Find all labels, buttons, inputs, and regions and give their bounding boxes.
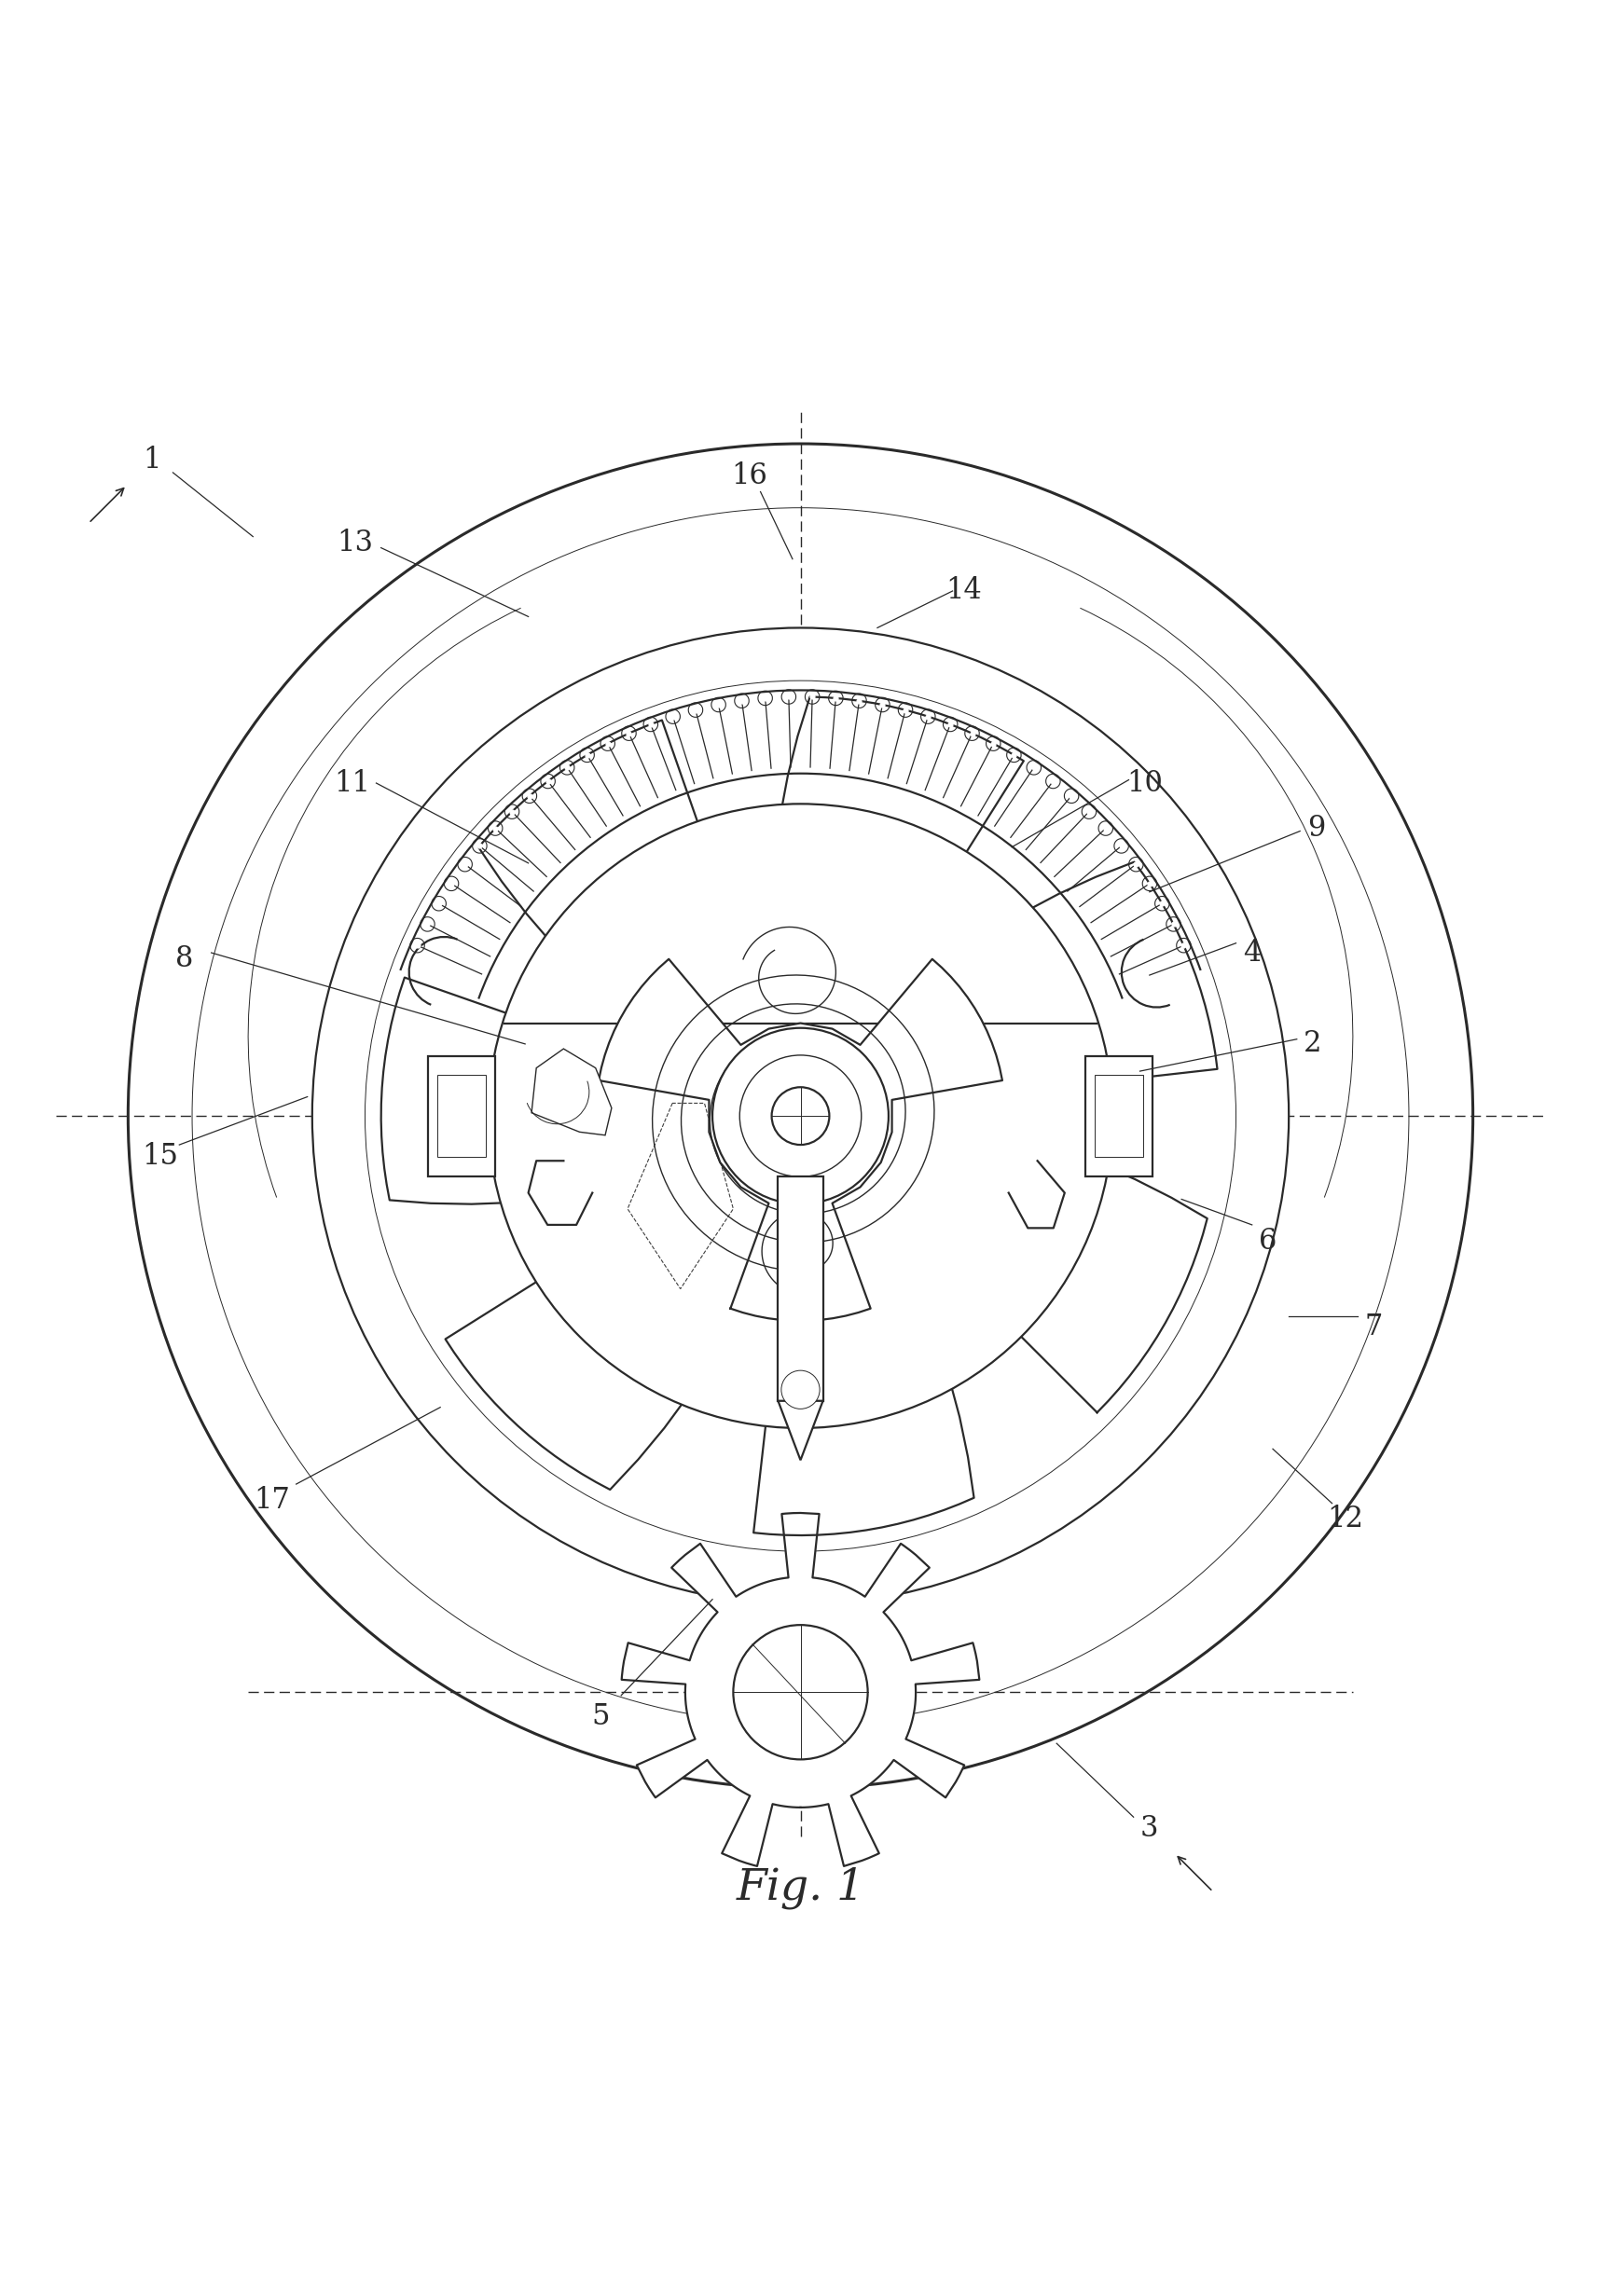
Circle shape xyxy=(128,443,1473,1789)
Circle shape xyxy=(772,1088,829,1146)
Polygon shape xyxy=(381,696,1217,1536)
Text: Fig. 1: Fig. 1 xyxy=(736,1867,865,1908)
FancyBboxPatch shape xyxy=(1095,1075,1143,1157)
Polygon shape xyxy=(621,1513,980,1867)
FancyBboxPatch shape xyxy=(437,1075,485,1157)
Text: 8: 8 xyxy=(175,944,194,974)
Text: 16: 16 xyxy=(732,461,767,491)
Text: 9: 9 xyxy=(1306,813,1326,843)
Text: 13: 13 xyxy=(338,528,373,558)
Circle shape xyxy=(740,1056,861,1178)
Polygon shape xyxy=(628,1102,733,1288)
Bar xyxy=(778,1178,823,1401)
FancyBboxPatch shape xyxy=(1085,1056,1153,1176)
Circle shape xyxy=(312,627,1289,1605)
Text: 4: 4 xyxy=(1242,939,1262,967)
FancyBboxPatch shape xyxy=(427,1056,495,1176)
Polygon shape xyxy=(778,1401,823,1460)
Circle shape xyxy=(781,1371,820,1410)
Text: 1: 1 xyxy=(142,445,162,475)
Text: 7: 7 xyxy=(1364,1313,1383,1341)
Text: 3: 3 xyxy=(1140,1814,1159,1844)
Text: 10: 10 xyxy=(1127,769,1162,797)
Circle shape xyxy=(712,1029,889,1203)
Text: 14: 14 xyxy=(946,576,981,606)
Polygon shape xyxy=(532,1049,612,1134)
Text: 12: 12 xyxy=(1327,1504,1362,1534)
Text: 6: 6 xyxy=(1258,1226,1278,1256)
Polygon shape xyxy=(599,960,1002,1320)
Circle shape xyxy=(488,804,1113,1428)
Text: 2: 2 xyxy=(1303,1029,1322,1058)
Text: 15: 15 xyxy=(142,1141,178,1171)
Text: 5: 5 xyxy=(591,1701,610,1731)
Text: 17: 17 xyxy=(255,1486,290,1515)
Text: 11: 11 xyxy=(335,769,370,797)
Circle shape xyxy=(733,1626,868,1759)
